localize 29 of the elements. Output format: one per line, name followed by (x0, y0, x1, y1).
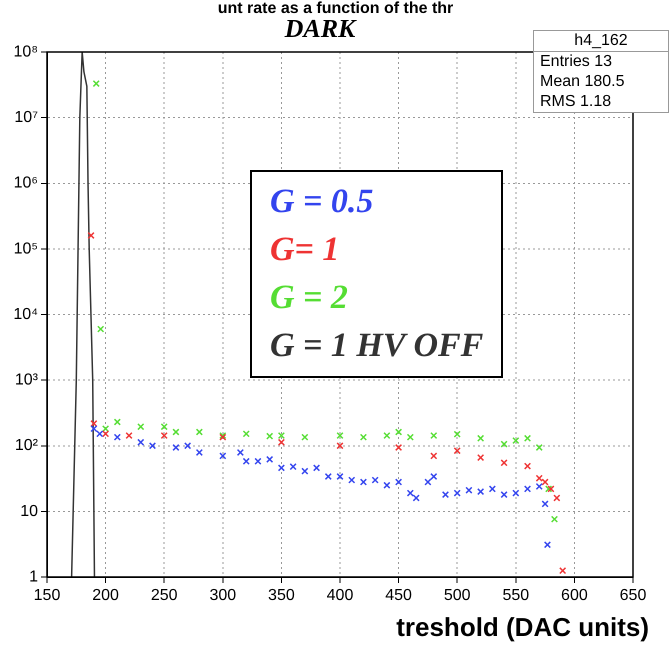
y-tick-label: 10⁶ (14, 174, 38, 192)
y-tick-label: 10⁵ (14, 240, 38, 258)
text: G= 1 (270, 230, 340, 270)
x-tick-label: 450 (385, 587, 412, 604)
x-tick-label: 250 (150, 587, 178, 604)
annotation: Entries 13 (539, 52, 614, 72)
text: h4_162 (534, 31, 668, 52)
text: G = 1 HV OFF (270, 326, 484, 366)
x-tick-label: 400 (326, 587, 354, 604)
annotation: Mean 180.5 (539, 72, 626, 92)
y-tick-label: 1 (29, 568, 38, 586)
x-tick-label: 550 (502, 587, 530, 604)
x-axis-title: treshold (DAC units) (396, 612, 649, 643)
text: G = 2 (270, 278, 349, 318)
y-tick-label: 10⁴ (13, 306, 38, 323)
x-tick-label: 150 (34, 587, 60, 604)
y-tick-label: 10⁸ (13, 43, 38, 60)
x-tick-label: 600 (561, 587, 588, 604)
y-tick-label: 10 (20, 502, 38, 520)
x-tick-label: 650 (620, 587, 646, 604)
annotation: RMS 1.18 (539, 92, 612, 112)
y-tick-label: 10³ (14, 372, 39, 389)
text: G = 0.5 (270, 182, 374, 222)
y-tick-label: 10² (14, 437, 39, 454)
x-tick-label: 500 (444, 587, 471, 604)
x-tick-label: 200 (92, 587, 120, 604)
x-tick-label: 300 (209, 587, 236, 604)
y-tick-label: 10⁷ (14, 109, 38, 126)
x-tick-label: 350 (268, 587, 295, 604)
